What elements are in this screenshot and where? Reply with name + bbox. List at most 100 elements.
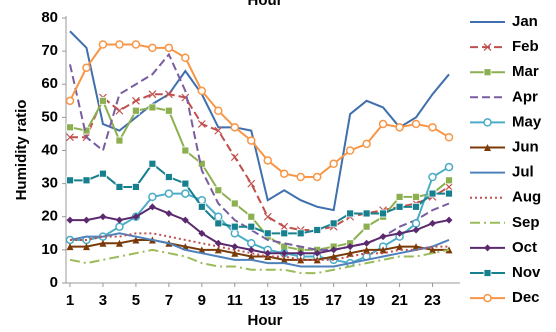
marker: [66, 123, 74, 132]
x-tick-label: 9: [198, 292, 206, 309]
marker: [230, 199, 239, 208]
marker: [411, 119, 421, 129]
marker: [263, 212, 272, 221]
marker: [329, 159, 338, 168]
legend-label: Feb: [512, 38, 539, 55]
marker: [412, 243, 420, 251]
x-tick-label: 15: [292, 292, 309, 309]
legend-label: Jan: [512, 13, 538, 30]
marker: [148, 90, 157, 99]
marker: [395, 202, 404, 211]
marker: [214, 106, 223, 115]
marker: [411, 219, 421, 228]
marker: [197, 120, 206, 128]
marker: [345, 146, 355, 155]
marker: [98, 40, 108, 49]
marker: [247, 239, 256, 248]
series-line: [69, 248, 450, 275]
chart-title: Hour: [248, 0, 283, 9]
marker: [164, 90, 173, 99]
marker: [445, 189, 453, 198]
marker: [297, 256, 305, 264]
marker: [412, 226, 420, 234]
marker: [181, 179, 190, 188]
marker: [363, 246, 371, 254]
marker: [230, 222, 239, 231]
marker: [214, 246, 222, 254]
y-tick-label: 10: [41, 241, 58, 258]
marker: [82, 216, 90, 224]
marker: [181, 216, 189, 224]
legend-label: May: [512, 113, 542, 130]
y-tick-label: 60: [41, 75, 58, 92]
x-tick-label: 23: [424, 292, 441, 309]
x-tick-label: 3: [99, 292, 107, 309]
marker: [231, 243, 239, 251]
marker: [82, 63, 91, 72]
marker: [362, 139, 371, 149]
marker: [247, 246, 255, 254]
marker: [329, 219, 338, 228]
y-tick-label: 30: [41, 175, 58, 192]
series-line: [69, 52, 450, 251]
marker: [181, 53, 190, 62]
marker: [231, 249, 239, 257]
y-tick-label: 20: [41, 208, 58, 225]
marker: [378, 119, 388, 129]
x-tick-label: 7: [165, 292, 173, 309]
marker: [330, 253, 338, 260]
marker: [198, 229, 206, 237]
marker: [230, 123, 240, 132]
marker: [181, 146, 190, 155]
marker: [214, 219, 223, 228]
marker: [148, 43, 157, 53]
marker: [362, 222, 371, 231]
marker: [280, 229, 289, 238]
legend-label: Mar: [512, 63, 539, 80]
marker: [99, 213, 107, 221]
x-tick-label: 17: [325, 292, 342, 309]
marker: [132, 236, 140, 244]
marker: [99, 239, 107, 247]
marker: [412, 192, 420, 201]
marker: [379, 233, 387, 241]
marker: [99, 169, 107, 178]
marker: [66, 216, 74, 224]
marker: [280, 249, 288, 257]
marker: [148, 103, 157, 112]
marker: [164, 173, 173, 181]
y-tick-label: 40: [41, 141, 58, 158]
legend-label: Jun: [512, 138, 539, 155]
marker: [164, 43, 174, 53]
marker: [313, 249, 321, 257]
y-tick-label: 80: [41, 9, 58, 26]
marker: [428, 189, 437, 198]
marker: [197, 86, 207, 96]
marker: [115, 106, 124, 115]
x-tick-label: 13: [259, 292, 276, 309]
marker: [445, 216, 453, 224]
marker: [362, 209, 371, 218]
marker: [279, 169, 289, 178]
marker: [115, 239, 123, 247]
series-line: [69, 232, 450, 268]
legend-label: Apr: [512, 88, 538, 105]
series-line: [69, 43, 450, 178]
marker: [312, 172, 322, 182]
marker: [484, 144, 491, 151]
marker: [131, 40, 141, 49]
marker: [230, 229, 240, 238]
marker: [296, 229, 305, 238]
marker: [115, 136, 124, 145]
marker: [483, 118, 492, 127]
x-tick-label: 11: [227, 292, 243, 309]
y-tick-label: 0: [50, 274, 58, 291]
legend-label: Aug: [512, 189, 541, 206]
x-tick-label: 21: [391, 292, 408, 309]
marker: [445, 183, 453, 191]
marker: [330, 246, 338, 254]
legend-label: Oct: [512, 239, 537, 256]
marker: [263, 156, 272, 165]
marker: [115, 40, 124, 49]
marker: [148, 203, 156, 211]
